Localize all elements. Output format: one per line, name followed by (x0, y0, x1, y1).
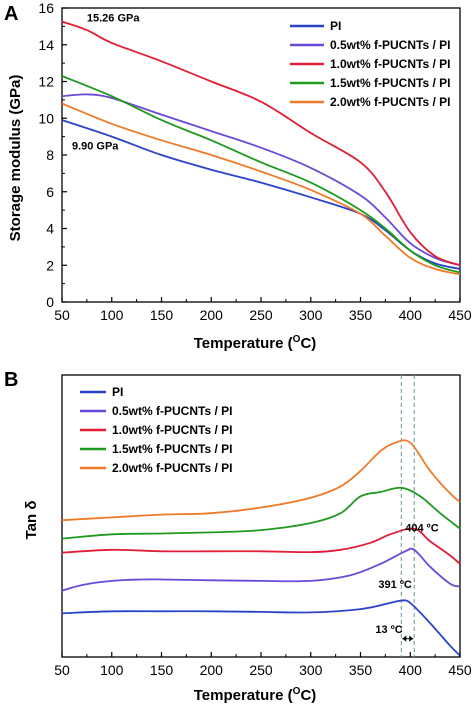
panel-a-annotation: 15.26 GPa (87, 13, 140, 25)
panel-a-series-line-2 (61, 20, 461, 267)
panel-b-xtick-label: 200 (200, 662, 224, 678)
panel-a-ytick-label: 12 (38, 74, 54, 90)
panel-b-series-line-4 (61, 439, 461, 522)
panel-b-annotations: 404 ºC 391 ºC 13 ºC (375, 523, 438, 637)
panel-a-legend-label: 2.0wt% f-PUCNTs / PI (330, 95, 450, 109)
panel-a-annotations: 15.26 GPa 9.90 GPa (72, 13, 140, 153)
panel-b-letter: B (4, 369, 18, 391)
panel-a-ytick-label: 14 (38, 37, 54, 53)
panel-b-xtick-label: 400 (399, 662, 423, 678)
panel-b-legend-label: 0.5wt% f-PUCNTs / PI (112, 404, 232, 418)
panel-b-xtick-label: 350 (349, 662, 373, 678)
panel-b-xtick-label: 100 (100, 662, 124, 678)
panel-a-xtick-label: 400 (399, 307, 423, 323)
panel-b-xtick-label: 50 (54, 662, 70, 678)
panel-b-series-line-3 (61, 486, 461, 540)
panel-a-legend-label: 1.5wt% f-PUCNTs / PI (330, 76, 450, 90)
panel-a-xtick-label: 50 (54, 307, 70, 323)
panel-a-plot (61, 7, 461, 303)
panel-b-xtick-label: 300 (299, 662, 323, 678)
panel-a-legend-label: PI (330, 19, 341, 33)
panel-b-xtick-label: 450 (448, 662, 472, 678)
panel-b-xtick-label: 250 (249, 662, 273, 678)
panel-a-xtick-label: 350 (349, 307, 373, 323)
panel-a-series-line-0 (61, 119, 461, 270)
panel-a-annotation: 9.90 GPa (72, 140, 119, 152)
panel-a-legend: PI 0.5wt% f-PUCNTs / PI 1.0wt% f-PUCNTs / … (290, 19, 450, 109)
panel-a-xtick-label: 150 (150, 307, 174, 323)
panel-b-series-line-1 (61, 547, 461, 592)
panel-a-legend-label: 1.0wt% f-PUCNTs / PI (330, 57, 450, 71)
panel-a-ytick-label: 8 (46, 147, 54, 163)
panel-b-legend-label: 1.5wt% f-PUCNTs / PI (112, 442, 232, 456)
panel-a-ytick-label: 0 (46, 294, 54, 310)
panel-b-xtick-label: 150 (150, 662, 174, 678)
panel-a-xtick-label: 100 (100, 307, 124, 323)
panel-a-xlabel: Temperature (OC) (194, 334, 317, 352)
panel-b-legend-label: 1.0wt% f-PUCNTs / PI (112, 423, 232, 437)
panel-a-series-line-3 (61, 75, 461, 274)
panel-a-ytick-label: 2 (46, 257, 54, 273)
panel-b-ticks: 50 100 150 200 250 300 350 400 450 (54, 652, 472, 678)
panel-b-legend: PI 0.5wt% f-PUCNTs / PI 1.0wt% f-PUCNTs / … (80, 385, 232, 475)
panel-a-ytick-label: 6 (46, 184, 54, 200)
interval-arrow-head-left (402, 635, 407, 642)
panel-a-xtick-label: 250 (249, 307, 273, 323)
panel-b-legend-label: PI (112, 385, 123, 399)
panel-a-letter: A (4, 3, 18, 25)
panel-a-frame (61, 7, 461, 303)
panel-a-xtick-label: 300 (299, 307, 323, 323)
panel-a-legend-label: 0.5wt% f-PUCNTs / PI (330, 38, 450, 52)
panel-a-xtick-label: 200 (200, 307, 224, 323)
panel-b-annotation: 404 ºC (405, 523, 438, 535)
panel-a-series-line-1 (61, 93, 461, 267)
panel-a-ytick-label: 10 (38, 110, 54, 126)
panel-a-ticks: 50 100 150 200 250 300 350 400 450 0 2 4 6 8 10 12 14 16 (38, 0, 471, 323)
panel-a-ylabel: Storage modulus (GPa) (7, 75, 24, 242)
panel-b-xlabel: Temperature (OC) (194, 686, 317, 704)
panel-a-ytick-label: 4 (46, 221, 54, 237)
panel-b-legend-label: 2.0wt% f-PUCNTs / PI (112, 461, 232, 475)
panel-b-annotation: 13 ºC (375, 624, 402, 636)
panel-a-ytick-label: 16 (38, 0, 54, 16)
panel-b-series-line-0 (61, 599, 461, 657)
panel-a-series-line-4 (61, 102, 461, 276)
interval-arrow-head-right (409, 635, 414, 642)
panel-b-ylabel: Tan δ (23, 501, 40, 540)
panel-b-series-line-2 (61, 527, 461, 565)
panel-a-xtick-label: 450 (448, 307, 472, 323)
panel-b-annotation: 391 ºC (378, 579, 411, 591)
